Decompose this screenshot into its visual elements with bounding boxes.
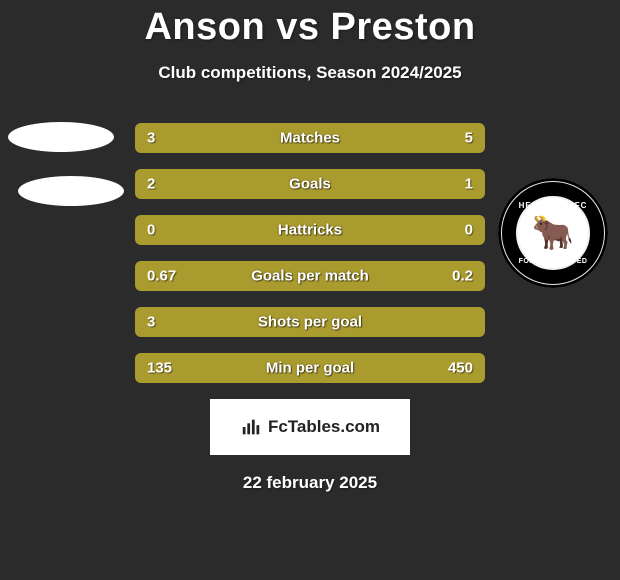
stat-label: Min per goal <box>266 360 354 377</box>
stat-label: Goals per match <box>251 268 369 285</box>
stat-left-value: 0.67 <box>147 268 176 285</box>
watermark-text: FcTables.com <box>268 417 380 437</box>
stat-label: Shots per goal <box>258 314 362 331</box>
bar-left-fill <box>135 169 368 199</box>
stat-row: Matches 3 5 <box>135 123 485 153</box>
stat-row: Hattricks 0 0 <box>135 215 485 245</box>
stat-left-value: 3 <box>147 130 155 147</box>
stat-row: Goals 2 1 <box>135 169 485 199</box>
stat-left-value: 2 <box>147 176 155 193</box>
stat-row: Goals per match 0.67 0.2 <box>135 261 485 291</box>
stat-label: Matches <box>280 130 340 147</box>
comparison-chart: Matches 3 5 Goals 2 1 Hattricks 0 0 Goals per mat… <box>0 123 620 383</box>
page-title: Anson vs Preston <box>0 0 620 49</box>
subtitle: Club competitions, Season 2024/2025 <box>0 63 620 83</box>
stat-right-value: 450 <box>448 360 473 377</box>
watermark: FcTables.com <box>210 399 410 455</box>
stat-label: Hattricks <box>278 222 342 239</box>
stat-left-value: 0 <box>147 222 155 239</box>
stat-right-value: 0 <box>465 222 473 239</box>
stat-left-value: 135 <box>147 360 172 377</box>
watermark-icon <box>240 416 262 438</box>
stat-left-value: 3 <box>147 314 155 331</box>
stat-right-value: 1 <box>465 176 473 193</box>
stat-right-value: 0.2 <box>452 268 473 285</box>
bars-container: Matches 3 5 Goals 2 1 Hattricks 0 0 Goals per mat… <box>135 123 485 383</box>
stat-row: Shots per goal 3 <box>135 307 485 337</box>
date-label: 22 february 2025 <box>0 473 620 493</box>
stat-label: Goals <box>289 176 331 193</box>
stat-right-value: 5 <box>465 130 473 147</box>
stat-row: Min per goal 135 450 <box>135 353 485 383</box>
